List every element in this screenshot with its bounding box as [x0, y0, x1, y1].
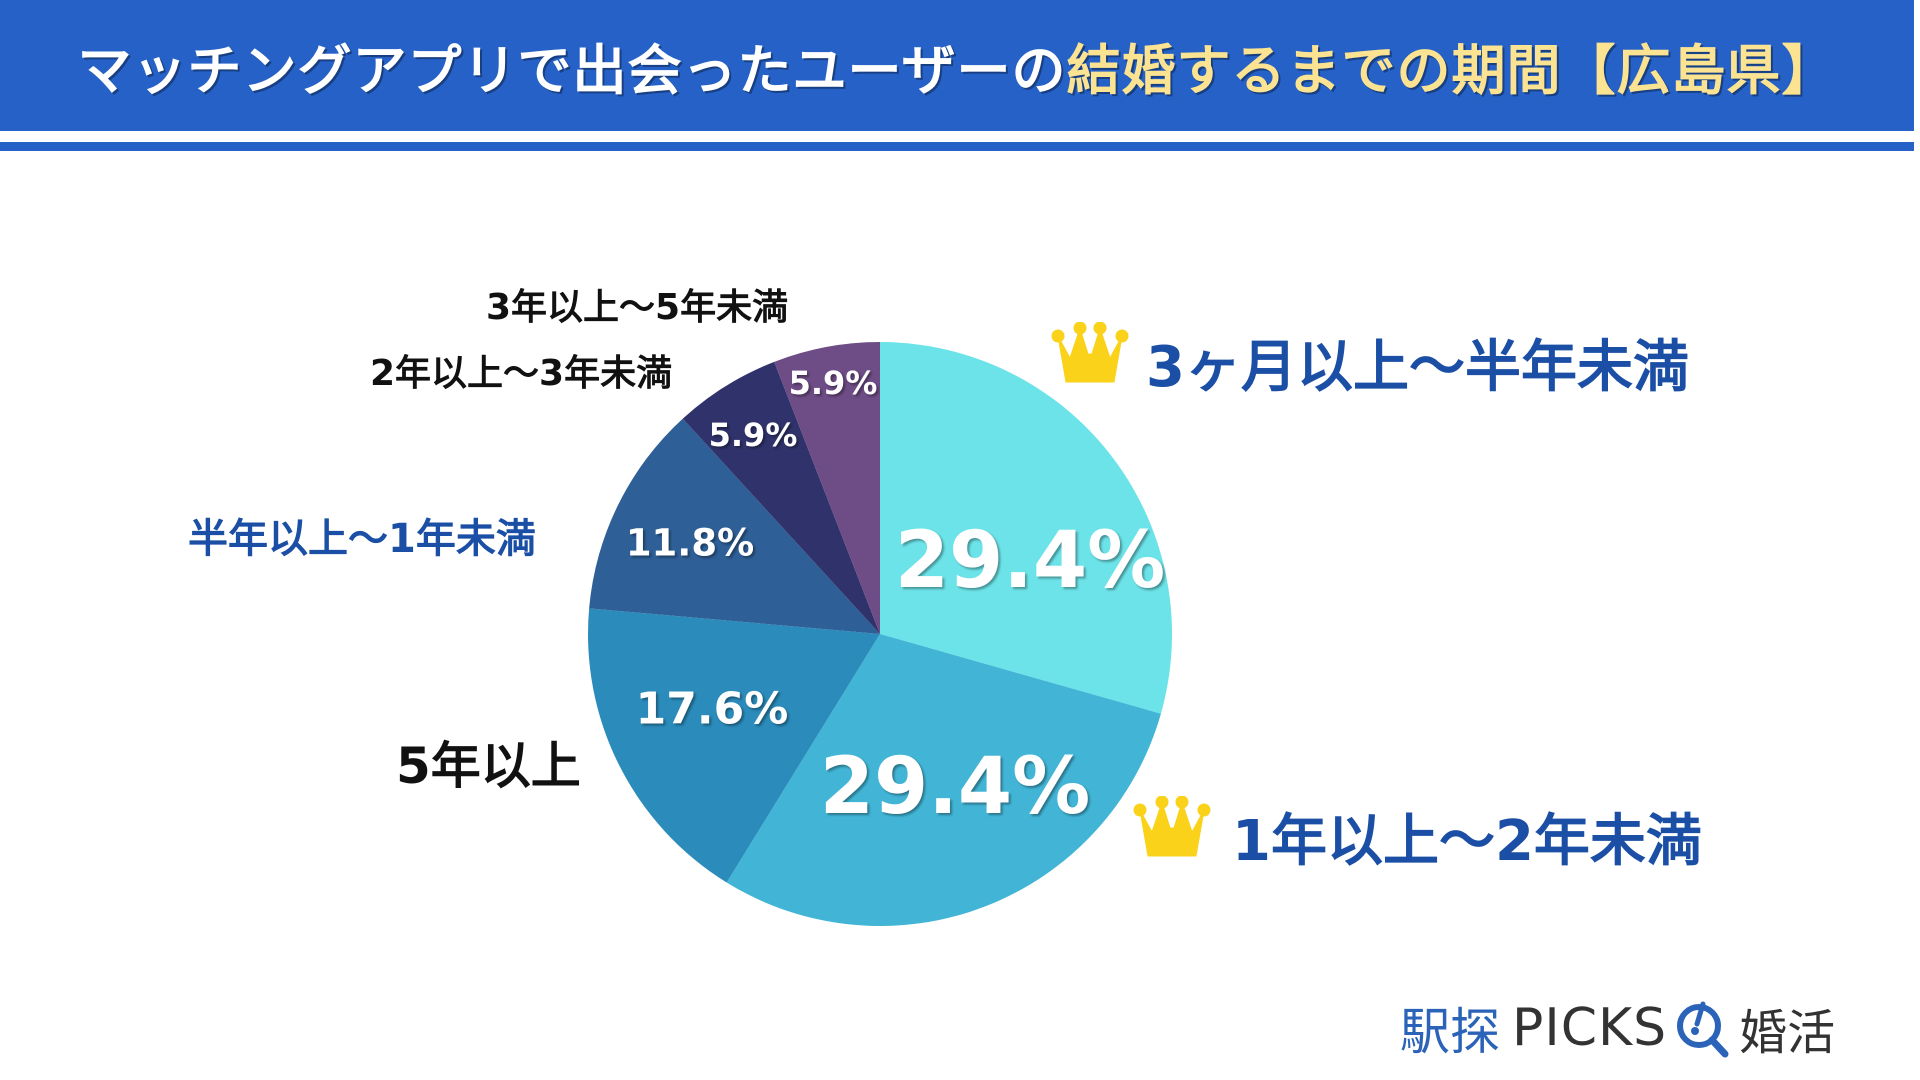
- pie-slice: [682, 361, 880, 634]
- brand-logo: 駅探 PICKS 婚活: [1400, 998, 1835, 1061]
- slice-label-1y-2y: 29.4%: [819, 742, 1091, 832]
- category-label-5y-plus: 5年以上: [396, 737, 581, 795]
- slice-label-3m-6m: 29.4%: [894, 516, 1166, 606]
- title-highlight-part: 結婚するまでの期間【広島県】: [1066, 39, 1837, 102]
- slice-label-3y-5y: 5.9%: [788, 364, 878, 402]
- pie-slice: [774, 342, 880, 634]
- header-bar: [0, 0, 1914, 131]
- slice-label-6m-1y: 11.8%: [625, 521, 755, 565]
- slice-label-5y-plus: 17.6%: [635, 683, 789, 735]
- category-label-6m-1y: 半年以上〜1年未満: [188, 516, 536, 562]
- pie-slice: [589, 418, 880, 634]
- logo-jp: 駅探: [1400, 1003, 1500, 1061]
- category-label-3y-5y: 3年以上〜5年未満: [486, 287, 789, 328]
- slice-label-2y-3y: 5.9%: [708, 416, 798, 454]
- pie-slices: [587, 342, 1172, 927]
- title-white-part: マッチングアプリで出会ったユーザーの: [77, 39, 1067, 102]
- pie-slice: [880, 342, 1172, 714]
- logo-suffix: 婚活: [1739, 1005, 1836, 1061]
- crown-icon: [1051, 322, 1129, 383]
- category-label-2y-3y: 2年以上〜3年未満: [370, 353, 673, 394]
- category-label-1y-2y: 1年以上〜2年未満: [1232, 809, 1702, 874]
- page-title: マッチングアプリで出会ったユーザーの 結婚するまでの期間【広島県】: [0, 0, 1914, 131]
- category-label-3m-6m: 3ヶ月以上〜半年未満: [1146, 335, 1689, 400]
- magnifier-icon: [1677, 1001, 1729, 1058]
- pie-slice: [587, 608, 880, 883]
- pie-slice: [726, 634, 1161, 927]
- logo-en: PICKS: [1512, 998, 1668, 1058]
- header-underline: [0, 142, 1914, 151]
- crown-icon: [1133, 796, 1211, 857]
